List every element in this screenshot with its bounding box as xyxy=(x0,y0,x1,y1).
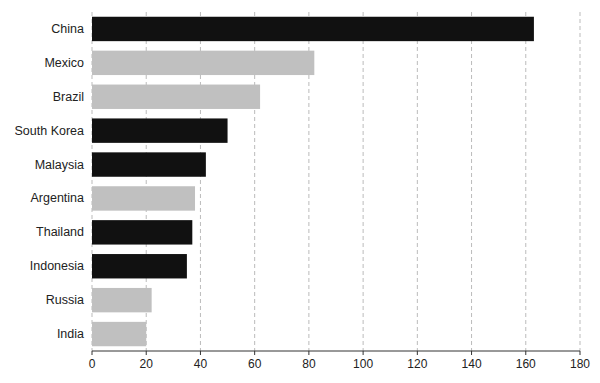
x-tick-label: 0 xyxy=(89,357,96,371)
x-tick xyxy=(417,351,418,355)
x-tick xyxy=(92,351,93,355)
grid-line xyxy=(471,12,472,351)
x-tick xyxy=(308,351,309,355)
y-tick-label: Mexico xyxy=(44,56,84,70)
grid xyxy=(92,12,580,351)
y-tick-label: Indonesia xyxy=(30,259,84,273)
grid-line xyxy=(525,12,526,351)
bar xyxy=(92,288,152,312)
x-tick-label: 160 xyxy=(516,357,536,371)
y-tick-label: China xyxy=(51,22,84,36)
bars xyxy=(92,17,534,347)
x-axis: 0 20 40 60 80 100 120 140 160 180 xyxy=(89,351,591,371)
y-tick-label: Brazil xyxy=(53,90,84,104)
chart-container: China Mexico Brazil South Korea Malaysia Arge… xyxy=(0,0,600,383)
x-tick-label: 100 xyxy=(353,357,373,371)
chart-svg: China Mexico Brazil South Korea Malaysia Arge… xyxy=(0,0,600,383)
x-tick xyxy=(580,351,581,355)
x-tick xyxy=(146,351,147,355)
grid-line xyxy=(417,12,418,351)
bar xyxy=(92,254,187,278)
y-tick-label: Argentina xyxy=(30,191,84,205)
x-tick-label: 80 xyxy=(302,357,316,371)
x-tick-label: 40 xyxy=(194,357,208,371)
x-tick xyxy=(254,351,255,355)
x-tick xyxy=(363,351,364,355)
y-tick-label: South Korea xyxy=(15,124,85,138)
x-tick-label: 180 xyxy=(570,357,590,371)
bar xyxy=(92,51,314,75)
x-tick-label: 20 xyxy=(140,357,154,371)
bar xyxy=(92,152,206,176)
bar xyxy=(92,17,534,41)
bar xyxy=(92,220,192,244)
y-tick-label: Malaysia xyxy=(35,158,84,172)
grid-line xyxy=(580,12,581,351)
y-tick-label: Russia xyxy=(46,293,84,307)
y-axis: China Mexico Brazil South Korea Malaysia Arge… xyxy=(15,22,85,341)
y-tick-label: India xyxy=(57,327,84,341)
x-tick-label: 60 xyxy=(248,357,262,371)
x-tick-label: 120 xyxy=(407,357,427,371)
x-tick xyxy=(471,351,472,355)
x-tick xyxy=(525,351,526,355)
y-tick-label: Thailand xyxy=(36,225,84,239)
bar xyxy=(92,186,195,210)
bar xyxy=(92,322,146,346)
x-tick xyxy=(200,351,201,355)
grid-line xyxy=(363,12,364,351)
bar xyxy=(92,118,228,142)
bar xyxy=(92,85,260,109)
x-axis-line xyxy=(92,351,580,352)
x-tick-label: 140 xyxy=(462,357,482,371)
